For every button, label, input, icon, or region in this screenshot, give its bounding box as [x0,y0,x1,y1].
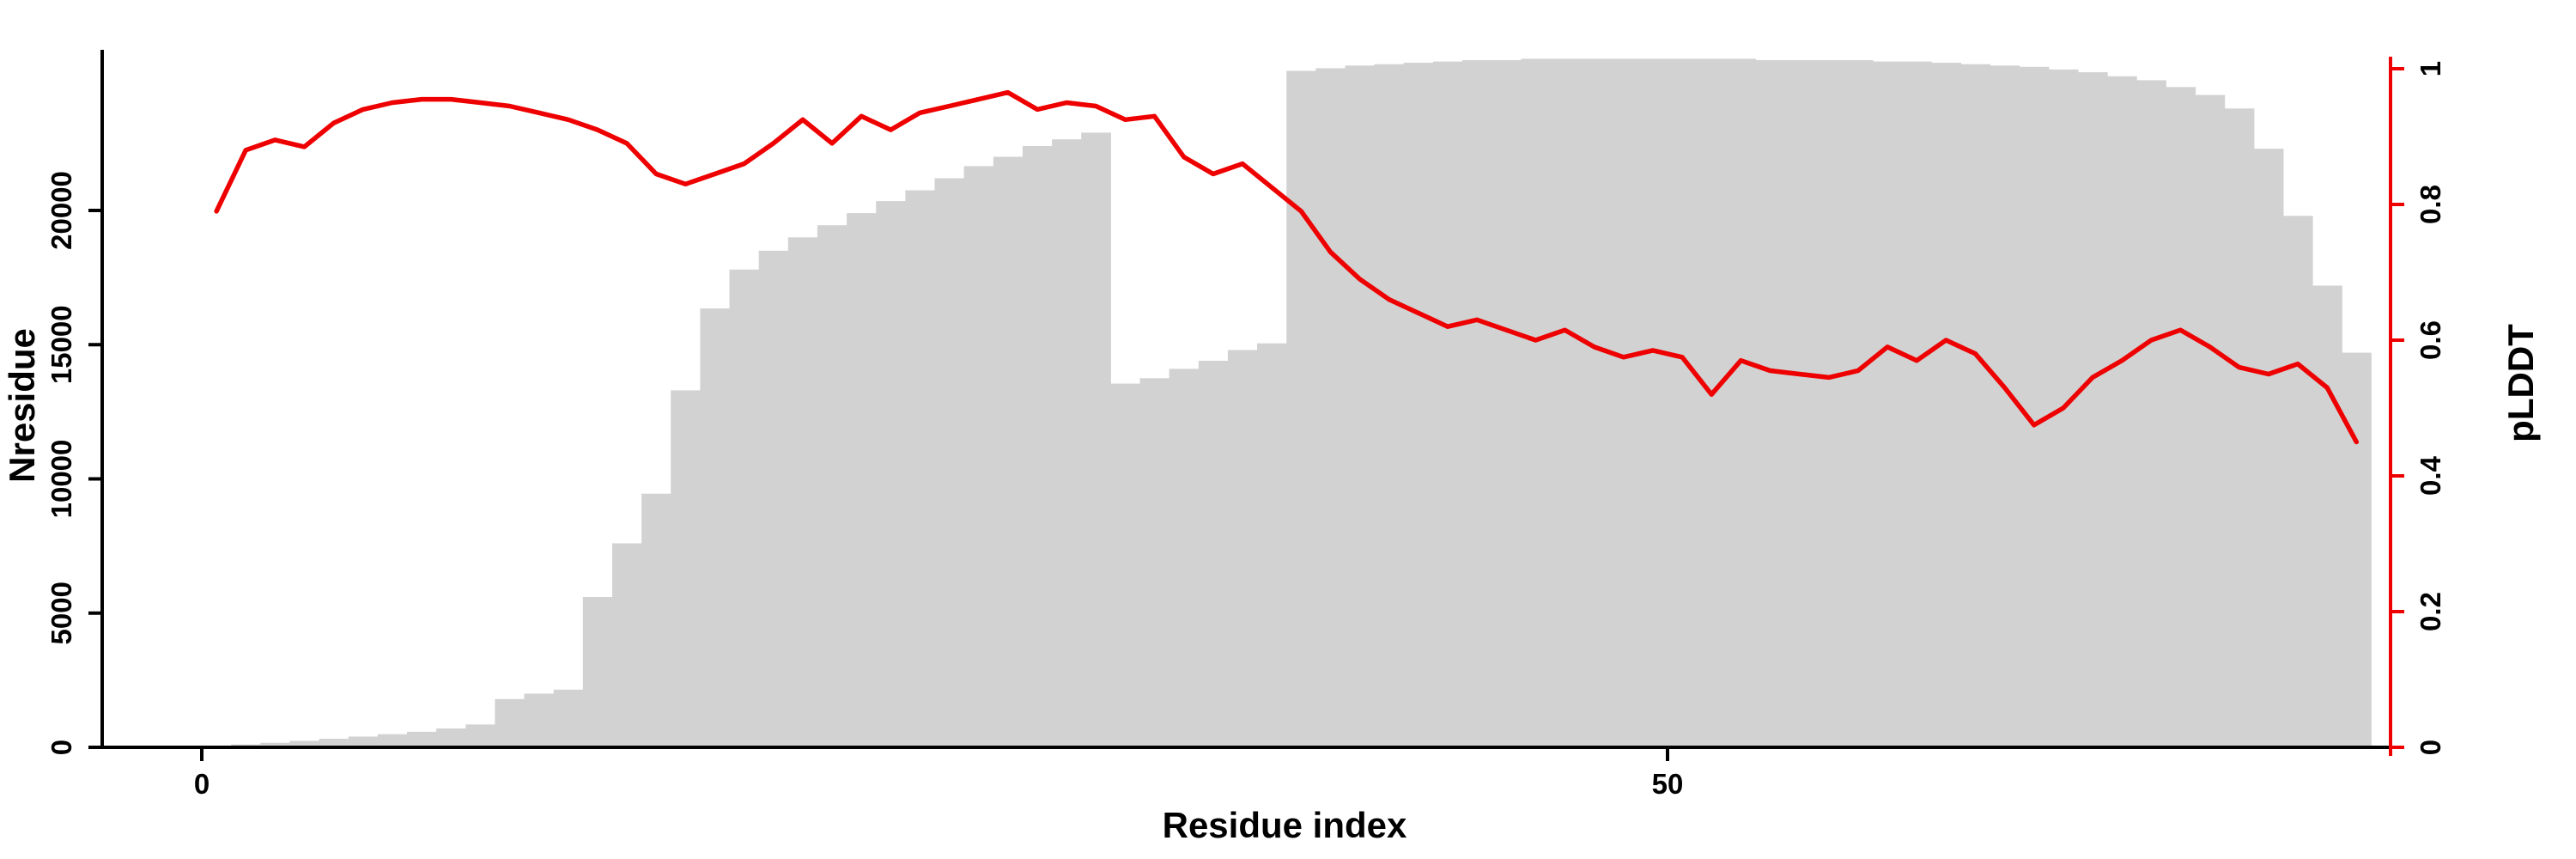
plddt-line [214,89,2360,445]
y-right-tick-label: 1 [2415,61,2446,76]
y-right-tick-label: 0.8 [2415,185,2446,224]
y-right-tick-label: 0.2 [2415,592,2446,631]
y-axis-right-title: pLDDT [2500,324,2541,442]
y-left-tick-label: 15000 [46,305,77,384]
y-right-tick-label: 0.6 [2415,320,2446,360]
axes: 0 50 0 5000 10000 15000 20000 0 0.2 0.4 0.6 0.8 1 [46,50,2446,800]
x-axis-title: Residue index [1163,805,1407,845]
y-right-tick-label: 0.4 [2415,455,2446,496]
y-left-tick-label: 20000 [46,171,77,250]
x-tick-label: 50 [1652,768,1684,800]
x-tick-label: 0 [194,768,210,800]
y-axis-left-title: Nresidue [2,328,42,483]
nresidue-bars [202,58,2372,748]
y-right-tick-label: 0 [2415,740,2446,755]
y-left-tick-label: 0 [46,740,77,755]
y-left-tick-label: 10000 [46,440,77,519]
y-left-tick-label: 5000 [46,582,77,644]
